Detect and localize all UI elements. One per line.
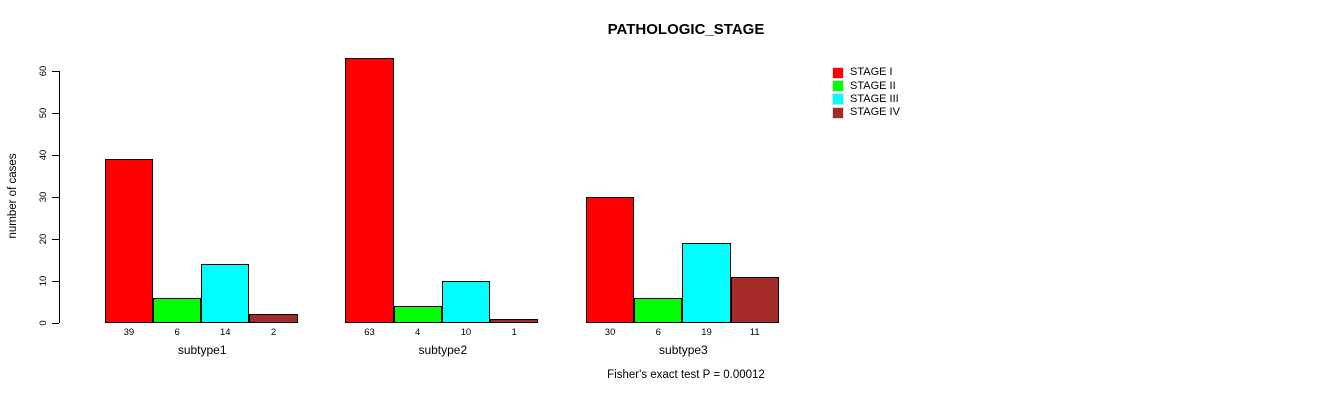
bar-stage-iii-subtype2 bbox=[441, 280, 490, 323]
bar-stage-iv-subtype3 bbox=[730, 276, 779, 323]
y-axis-tick bbox=[52, 196, 59, 198]
bar-value-label: 11 bbox=[749, 327, 760, 338]
legend-swatch-icon bbox=[832, 106, 844, 119]
bar-stage-ii-subtype3 bbox=[634, 297, 683, 323]
bar-stage-iii-subtype1 bbox=[201, 264, 250, 323]
bar-stage-iii-subtype3 bbox=[682, 243, 731, 323]
bar-stage-i-subtype3 bbox=[586, 196, 635, 323]
y-axis-tick-label: 60 bbox=[38, 65, 49, 77]
legend-swatch-icon bbox=[832, 66, 844, 79]
legend-label: STAGE I bbox=[850, 66, 893, 79]
bar-value-label: 14 bbox=[220, 327, 231, 338]
y-axis-tick bbox=[52, 112, 59, 114]
legend: STAGE I STAGE II STAGE III STAGE IV bbox=[832, 66, 900, 120]
bar-stage-iv-subtype2 bbox=[490, 318, 539, 323]
y-axis-tick bbox=[52, 280, 59, 282]
bar-value-label: 2 bbox=[270, 327, 277, 338]
category-label-subtype2: subtype2 bbox=[418, 343, 468, 357]
legend-item: STAGE IV bbox=[832, 106, 900, 119]
legend-label: STAGE II bbox=[850, 79, 896, 92]
bar-stage-i-subtype1 bbox=[104, 159, 153, 323]
bar-stage-ii-subtype1 bbox=[153, 297, 202, 323]
bar-value-label: 30 bbox=[604, 327, 616, 338]
bar-value-label: 1 bbox=[511, 327, 517, 338]
bar-value-label: 63 bbox=[364, 327, 375, 338]
y-axis-tick bbox=[52, 238, 59, 240]
bar-stage-ii-subtype2 bbox=[393, 306, 442, 323]
bar-value-label: 4 bbox=[415, 327, 421, 338]
bar-value-label: 19 bbox=[701, 327, 712, 338]
bar-value-label: 6 bbox=[655, 327, 661, 338]
y-axis-tick bbox=[52, 322, 59, 324]
chart-title: PATHOLOGIC_STAGE bbox=[607, 21, 765, 38]
category-label-subtype3: subtype3 bbox=[659, 343, 708, 357]
bar-value-label: 39 bbox=[123, 327, 135, 338]
y-axis-tick-label: 0 bbox=[38, 320, 49, 326]
legend-item: STAGE I bbox=[832, 66, 900, 79]
legend-label: STAGE IV bbox=[850, 106, 900, 119]
legend-item: STAGE II bbox=[832, 79, 900, 93]
y-axis-tick-label: 40 bbox=[38, 149, 49, 161]
y-axis-tick-label: 50 bbox=[38, 107, 49, 119]
y-axis-tick-label: 30 bbox=[38, 191, 49, 203]
legend-item: STAGE III bbox=[832, 93, 900, 106]
bar-value-label: 6 bbox=[174, 327, 180, 338]
y-axis-line bbox=[59, 70, 60, 323]
legend-label: STAGE III bbox=[850, 92, 899, 105]
legend-swatch-icon bbox=[832, 80, 844, 93]
y-axis-tick-label: 20 bbox=[38, 233, 49, 245]
y-axis-tick bbox=[52, 70, 59, 72]
fisher-test-annotation: Fisher's exact test P = 0.00012 bbox=[607, 369, 765, 381]
y-axis-tick-label: 10 bbox=[38, 275, 49, 287]
legend-swatch-icon bbox=[832, 93, 844, 106]
bar-stage-i-subtype2 bbox=[345, 58, 394, 323]
y-axis-tick bbox=[52, 154, 59, 156]
y-axis-label: number of cases bbox=[7, 153, 19, 239]
bar-stage-iv-subtype1 bbox=[249, 314, 298, 323]
bar-value-label: 10 bbox=[460, 327, 472, 338]
category-label-subtype1: subtype1 bbox=[177, 343, 227, 357]
